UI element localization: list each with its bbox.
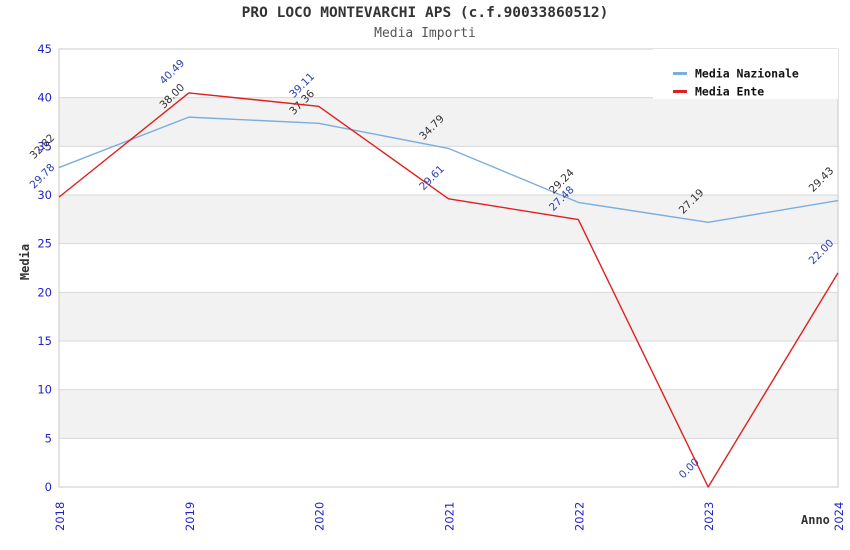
- x-axis-title: Anno: [801, 513, 830, 527]
- y-tick-label: 20: [37, 285, 52, 299]
- legend-label: Media Nazionale: [695, 66, 799, 81]
- y-tick-label: 0: [45, 480, 52, 494]
- plot-band: [59, 389, 838, 439]
- y-tick-label: 35: [37, 139, 52, 153]
- y-tick-label: 10: [37, 383, 52, 397]
- legend-item-media-nazionale: Media Nazionale: [653, 64, 838, 82]
- series-line-media-nazionale: [58, 116, 839, 224]
- plot-band: [59, 97, 838, 147]
- legend-line-icon: [673, 90, 687, 93]
- y-tick-label: 25: [37, 237, 52, 251]
- y-tick-label: 45: [37, 42, 52, 56]
- chart-title: PRO LOCO MONTEVARCHI APS (c.f.9003386051…: [241, 5, 609, 21]
- legend-item-media-ente: Media Ente: [653, 82, 838, 100]
- x-tick-label: 2021: [443, 502, 457, 531]
- x-tick-label: 2022: [572, 502, 586, 531]
- x-tick-label: 2020: [313, 502, 327, 531]
- data-label: 29.78: [28, 162, 58, 192]
- legend-box: Media Nazionale Media Ente: [653, 49, 838, 99]
- plot-band: [59, 438, 838, 487]
- legend-label: Media Ente: [695, 84, 765, 99]
- plot-band: [59, 195, 838, 244]
- x-tick-label: 2023: [702, 502, 716, 531]
- plot-band: [59, 146, 838, 195]
- y-axis-title: Media: [18, 243, 32, 281]
- data-label: 32.82: [28, 132, 58, 162]
- y-tick-label: 30: [37, 188, 52, 202]
- plot-band: [59, 292, 838, 341]
- chart-subtitle: Media Importi: [374, 26, 476, 41]
- plot-band: [59, 341, 838, 390]
- plot-band: [59, 243, 838, 293]
- x-tick-label: 2019: [183, 502, 197, 531]
- legend-line-icon: [673, 72, 687, 75]
- y-tick-label: 15: [37, 334, 52, 348]
- series-line-media-ente: [58, 92, 839, 488]
- x-tick-label: 2018: [53, 502, 67, 531]
- y-tick-label: 40: [37, 91, 52, 105]
- x-tick-label: 2024: [832, 502, 846, 531]
- plot-border: [58, 48, 839, 488]
- y-tick-label: 5: [45, 431, 52, 445]
